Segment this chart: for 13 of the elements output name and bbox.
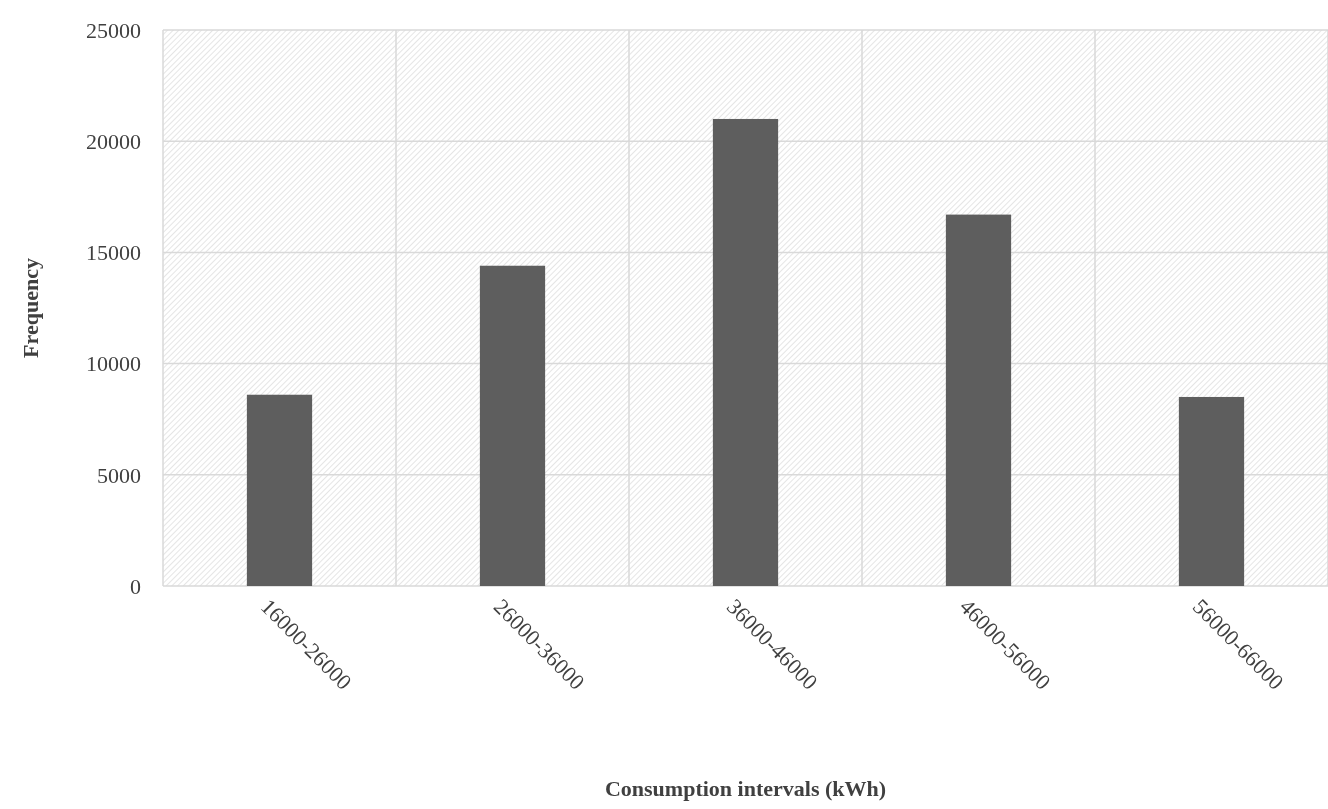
y-tick-label: 25000: [86, 17, 141, 43]
bar: [1178, 396, 1245, 586]
y-axis-title: Frequency: [18, 258, 43, 358]
y-tick-label: 20000: [86, 128, 141, 154]
y-tick-label: 10000: [86, 351, 141, 377]
y-tick-label: 5000: [97, 462, 141, 488]
bar: [945, 214, 1012, 586]
y-tick-label: 0: [130, 573, 141, 599]
bar: [479, 265, 546, 586]
y-tick-label: 15000: [86, 240, 141, 266]
x-axis-title: Consumption intervals (kWh): [604, 776, 887, 801]
bar: [246, 394, 313, 586]
bar: [712, 118, 779, 586]
